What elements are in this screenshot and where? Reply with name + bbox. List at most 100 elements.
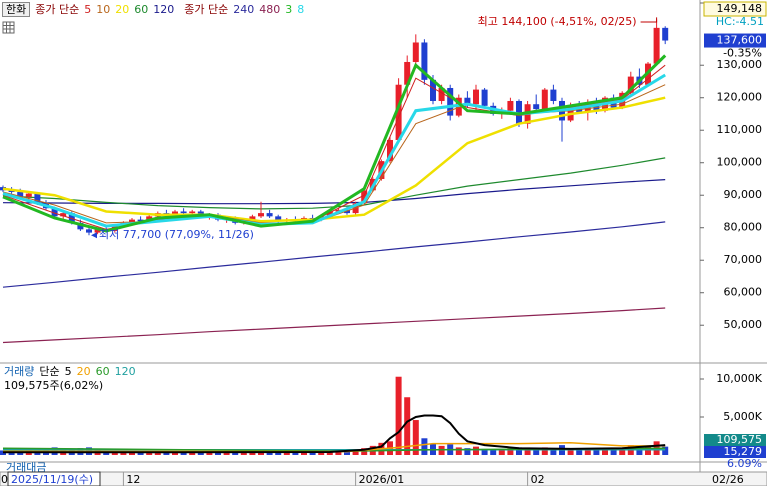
candle-body [60,213,67,217]
candle-body [412,42,419,62]
volume-bar [533,448,540,455]
ma-line [2,73,666,228]
candle-body [129,219,135,223]
volume-tag [704,446,766,458]
ma-line [3,414,666,454]
volume-bar [421,438,428,455]
grid-icon[interactable] [2,21,15,34]
volume-bar [516,447,522,455]
volume-bar [240,452,247,455]
candle-body [507,100,514,111]
legend-group: 5 20 60 120 [65,365,141,378]
volume-bar [567,448,574,455]
volume-bar [507,448,514,455]
volume-bar [189,451,196,455]
candle-body [473,89,479,105]
volume-bar [146,451,153,455]
candle-body [172,211,178,215]
volume-bar [111,451,118,455]
volume-bar [602,448,608,455]
legend-group: 종가 단순 5 10 20 60 120 [35,3,179,16]
legend-label: 종가 단순 [35,3,80,16]
candle-body [387,139,393,162]
volume-bar [223,452,230,455]
high-arrow [640,17,658,23]
y-tick-label: 80,000 [724,221,763,234]
candle-body [258,213,264,217]
volume-bar [524,448,531,455]
volume-bar [249,451,256,455]
legend-entry: 120 [153,3,175,16]
candle-body [430,79,436,101]
volume-title: 거래량 [4,365,35,378]
last-date: 02/26 [712,473,744,486]
legend-group: 종가 단순 240 480 3 8 [184,3,309,16]
volume-bar [215,452,221,455]
candle-body [627,76,634,93]
hc-label: HC:-4.51 [716,15,764,28]
volume-bar [275,452,282,455]
ma-label: 단순 [39,365,60,378]
last-price: 137,600 [717,34,763,47]
candle-body [653,27,660,64]
volume-bar [636,448,643,455]
legend-label: 종가 단순 [184,3,229,16]
volume-bar [481,448,488,455]
volume-bar [232,452,239,455]
candle-body [395,84,402,140]
candle-body [249,216,256,220]
candle-body [137,219,144,222]
volume-bar [662,446,669,455]
volume-bar [344,451,350,455]
legend-entry: 8 [297,3,305,16]
high-annotation: 최고 144,100 (-4,51%, 02/25) [478,15,637,28]
grid-icon-lines [3,22,14,33]
low-arrow [91,232,97,239]
candle-body [516,100,522,124]
volume-bar [593,449,600,455]
price-tag [704,33,766,48]
candle-body [266,213,273,217]
y-tick-label: 100,000 [717,156,763,169]
legend-entry: 10 [96,3,111,16]
legend-entry: 120 [114,365,136,378]
candle-body [25,193,32,197]
candle-body [34,193,41,204]
candle-body [438,87,445,101]
candle-body [447,87,454,116]
volume-bar [180,452,187,455]
legend-entry: 60 [134,3,149,16]
lower-panel-title: 거래대금 [6,461,46,474]
y-tick-label: 130,000 [717,58,763,71]
candle-body [464,97,471,105]
volume-legend: 거래량 단순 5 20 60 120 109,575주(6,02%) [4,365,146,393]
candle-body [94,229,101,233]
ma-line [2,221,666,288]
ma-line [2,307,666,344]
volume-bar [120,451,127,455]
candle-body [51,208,58,217]
y-tick-label: 90,000 [724,188,763,201]
ma-line [2,96,666,223]
candle-body [335,209,342,212]
volume-bar [326,451,333,455]
candle-body [550,89,557,101]
y-tick-label: 110,000 [717,123,763,136]
volume-tag-label: 15,279 [724,445,763,458]
candle-body [86,229,92,233]
last-change: -0.35% [723,47,762,60]
volume-tag-label: 6.09% [727,457,762,470]
symbol[interactable]: 한화 [2,2,31,17]
x-tick-label: 20 [0,473,8,486]
volume-bar [584,448,591,455]
legend-entry: 5 [64,365,72,378]
volume-bar [197,452,204,455]
candle-body [361,190,368,204]
candle-body [77,222,84,230]
volume-bar [498,448,505,455]
volume-bar [610,449,617,455]
volume-bar [309,452,316,455]
volume-bar [473,446,479,455]
